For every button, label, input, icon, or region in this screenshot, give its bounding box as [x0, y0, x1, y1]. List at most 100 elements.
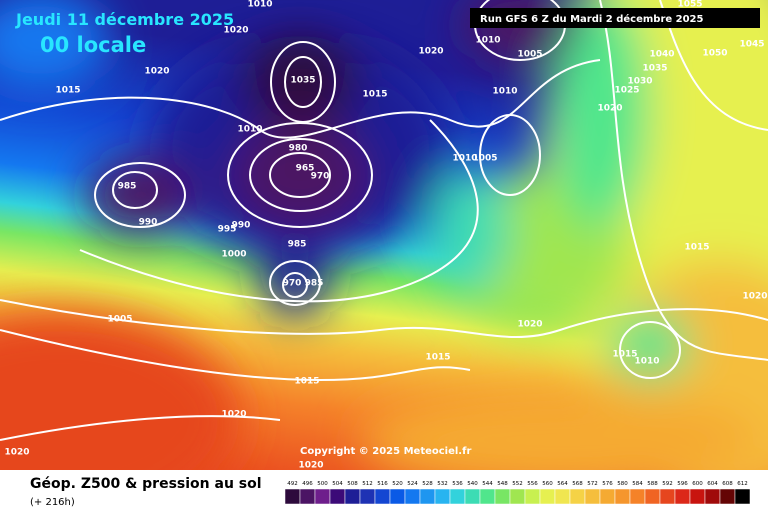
- isobar-label: 1010: [492, 87, 517, 97]
- scale-label: 568: [572, 481, 583, 487]
- color-swatch: [284, 488, 301, 505]
- isobar-label: 1005: [517, 50, 542, 60]
- isobar-label: 1030: [627, 77, 652, 87]
- isobars: [0, 0, 768, 440]
- color-swatch: [659, 488, 676, 505]
- color-swatch: [479, 488, 496, 505]
- scale-label: 588: [647, 481, 658, 487]
- isobar-label: 1015: [612, 350, 637, 360]
- scale-label: 580: [617, 481, 628, 487]
- isobar-label: 1010: [247, 0, 272, 10]
- color-swatch: [449, 488, 466, 505]
- color-swatch: [464, 488, 481, 505]
- scale-label: 540: [467, 481, 478, 487]
- scale-label: 496: [302, 481, 313, 487]
- isobar-label: 985: [118, 182, 137, 192]
- scale-label: 596: [677, 481, 688, 487]
- color-swatch: [329, 488, 346, 505]
- color-swatch: [629, 488, 646, 505]
- color-swatch: [314, 488, 331, 505]
- isobar-label: 1015: [362, 90, 387, 100]
- forecast-date: Jeudi 11 décembre 2025: [15, 10, 234, 29]
- color-swatch: [524, 488, 541, 505]
- isobar-label: 1005: [472, 154, 497, 164]
- color-swatch: [359, 488, 376, 505]
- isobar-label: 1020: [223, 26, 248, 36]
- scale-label: 536: [452, 481, 463, 487]
- color-swatch: [419, 488, 436, 505]
- isobar-label: 1020: [597, 104, 622, 114]
- isobar-label: 985: [305, 279, 324, 289]
- scale-label: 604: [707, 481, 718, 487]
- isobar-label: 1010: [634, 357, 659, 367]
- isobar-label: 1035: [290, 76, 315, 86]
- scale-label: 548: [497, 481, 508, 487]
- isobar-label: 1010: [237, 125, 262, 135]
- scale-label: 528: [422, 481, 433, 487]
- isobar-label: 1020: [4, 448, 29, 458]
- scale-label: 584: [632, 481, 643, 487]
- color-swatch: [674, 488, 691, 505]
- scale-label: 612: [737, 481, 748, 487]
- isobar-label: 1020: [144, 67, 169, 77]
- isobar-label: 1035: [642, 64, 667, 74]
- color-swatch: [599, 488, 616, 505]
- scale-label: 556: [527, 481, 538, 487]
- color-swatch: [434, 488, 451, 505]
- isobar-label: 1010: [452, 154, 477, 164]
- run-info: Run GFS 6 Z du Mardi 2 décembre 2025: [480, 13, 704, 25]
- color-swatch: [389, 488, 406, 505]
- scale-label: 592: [662, 481, 673, 487]
- isobar-label-layer: 1010102010201015103510101015102010101005…: [4, 0, 767, 471]
- isobar-label: 1020: [742, 292, 767, 302]
- scale-label: 516: [377, 481, 388, 487]
- isobar-label: 990: [139, 218, 158, 228]
- scale-label: 512: [362, 481, 373, 487]
- color-swatch: [539, 488, 556, 505]
- isobar-label: 1020: [221, 410, 246, 420]
- scale-label: 600: [692, 481, 703, 487]
- isobar-label: 1015: [425, 353, 450, 363]
- isobar-label: 995: [218, 225, 237, 235]
- color-swatch: [494, 488, 511, 505]
- scale-label: 560: [542, 481, 553, 487]
- scale-label: 520: [392, 481, 403, 487]
- scale-label: 500: [317, 481, 328, 487]
- color-swatch: [704, 488, 721, 505]
- isobar-label: 970: [283, 279, 302, 289]
- isobar-label: 1015: [55, 86, 80, 96]
- color-swatch: [374, 488, 391, 505]
- color-swatch: [584, 488, 601, 505]
- isobar-label: 970: [311, 172, 330, 182]
- color-swatch: [299, 488, 316, 505]
- color-swatch: [554, 488, 571, 505]
- color-scale: 492 496 500 504 508 512 516 520 524 528 532 536 540 5…: [284, 481, 751, 505]
- isobar-label: 1020: [418, 47, 443, 57]
- forecast-time: 00 locale: [40, 33, 146, 57]
- scale-label: 532: [437, 481, 448, 487]
- color-swatch: [719, 488, 736, 505]
- color-swatch: [404, 488, 421, 505]
- isobar-label: 1040: [649, 50, 674, 60]
- color-swatch: [689, 488, 706, 505]
- footer-title: Géop. Z500 & pression au sol: [30, 476, 262, 492]
- scale-label: 508: [347, 481, 358, 487]
- color-swatch: [614, 488, 631, 505]
- isobar-label: 1015: [684, 243, 709, 253]
- isobar-label: 1050: [702, 49, 727, 59]
- color-swatch: [569, 488, 586, 505]
- color-swatch: [734, 488, 751, 505]
- scale-label: 576: [602, 481, 613, 487]
- isobar-label: 980: [289, 144, 308, 154]
- scale-label: 608: [722, 481, 733, 487]
- scale-label: 492: [287, 481, 298, 487]
- isobar-label: 1000: [221, 250, 246, 260]
- color-swatch: [509, 488, 526, 505]
- isobar-label: 1005: [107, 315, 132, 325]
- isobar-label: 1045: [739, 40, 764, 50]
- color-swatch: [644, 488, 661, 505]
- scale-label: 504: [332, 481, 343, 487]
- scale-label: 572: [587, 481, 598, 487]
